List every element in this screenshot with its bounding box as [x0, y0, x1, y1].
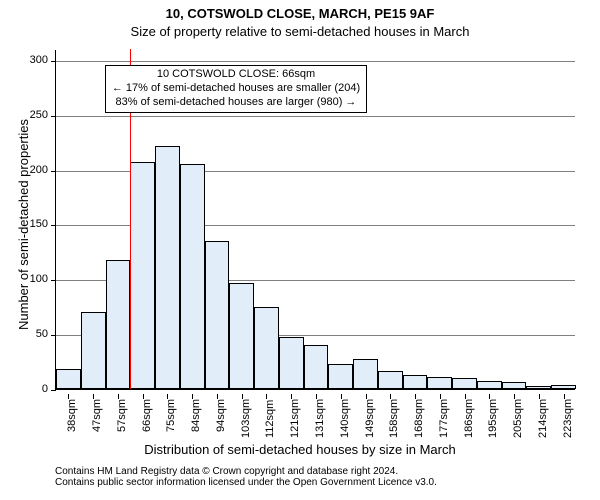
gridline — [56, 61, 575, 62]
histogram-bar — [328, 364, 353, 389]
chart-title: 10, COTSWOLD CLOSE, MARCH, PE15 9AF — [0, 6, 600, 21]
y-tick-label: 300 — [30, 54, 48, 66]
x-tick-label: 140sqm — [339, 399, 351, 438]
x-tick-label: 57sqm — [116, 399, 128, 432]
histogram-bar — [81, 312, 106, 389]
info-box-line: 10 COTSWOLD CLOSE: 66sqm — [112, 68, 360, 82]
histogram-bar — [353, 359, 378, 389]
footer-line-1: Contains HM Land Registry data © Crown c… — [55, 466, 437, 477]
x-tick-label: 38sqm — [66, 399, 78, 432]
plot-area: 05010015020025030038sqm47sqm57sqm66sqm75… — [55, 50, 575, 390]
property-info-box: 10 COTSWOLD CLOSE: 66sqm← 17% of semi-de… — [105, 65, 367, 112]
x-tick-label: 195sqm — [487, 399, 499, 438]
x-tick-label: 131sqm — [314, 399, 326, 438]
y-tick: 50 — [51, 335, 56, 336]
histogram-bar — [254, 307, 279, 389]
x-tick-label: 168sqm — [413, 399, 425, 438]
x-tick-label: 75sqm — [165, 399, 177, 432]
x-tick-label: 94sqm — [215, 399, 227, 432]
histogram-bar — [477, 381, 502, 389]
histogram-bar — [502, 382, 527, 389]
histogram-bar — [180, 164, 205, 389]
histogram-bar — [526, 386, 551, 389]
x-tick-label: 47sqm — [91, 399, 103, 432]
histogram-bar — [106, 260, 131, 389]
y-tick-label: 100 — [30, 273, 48, 285]
y-tick-label: 50 — [36, 328, 48, 340]
histogram-bar — [56, 369, 81, 389]
histogram-bar — [551, 385, 576, 389]
chart-container: 10, COTSWOLD CLOSE, MARCH, PE15 9AF Size… — [0, 0, 600, 500]
x-tick-label: 214sqm — [537, 399, 549, 438]
x-tick-label: 112sqm — [264, 400, 276, 438]
x-tick-label: 177sqm — [438, 399, 450, 438]
y-tick: 150 — [51, 225, 56, 226]
histogram-bar — [304, 345, 329, 389]
histogram-bar — [378, 371, 403, 389]
x-tick-label: 103sqm — [240, 399, 252, 438]
y-tick-label: 200 — [30, 164, 48, 176]
x-tick-label: 66sqm — [141, 399, 153, 432]
info-box-line: ← 17% of semi-detached houses are smalle… — [112, 82, 360, 96]
histogram-bar — [452, 378, 477, 389]
y-tick-label: 250 — [30, 109, 48, 121]
footer-text: Contains HM Land Registry data © Crown c… — [55, 466, 437, 488]
chart-subtitle: Size of property relative to semi-detach… — [0, 24, 600, 39]
x-tick-label: 121sqm — [289, 399, 301, 438]
y-tick-label: 150 — [30, 218, 48, 230]
footer-line-2: Contains public sector information licen… — [55, 477, 437, 488]
info-box-line: 83% of semi-detached houses are larger (… — [112, 96, 360, 110]
gridline — [56, 116, 575, 117]
histogram-bar — [279, 337, 304, 389]
x-axis-label: Distribution of semi-detached houses by … — [0, 442, 600, 457]
histogram-bar — [427, 377, 452, 389]
y-tick: 0 — [51, 390, 56, 391]
histogram-bar — [229, 283, 254, 389]
histogram-bar — [155, 146, 180, 389]
histogram-bar — [130, 162, 155, 389]
x-tick-label: 205sqm — [512, 399, 524, 438]
x-tick-label: 84sqm — [190, 399, 202, 432]
y-tick-label: 0 — [42, 383, 48, 395]
histogram-bar — [403, 375, 428, 389]
x-tick-label: 186sqm — [463, 399, 475, 438]
y-tick: 250 — [51, 116, 56, 117]
x-tick-label: 158sqm — [388, 399, 400, 438]
y-tick: 100 — [51, 280, 56, 281]
x-tick-label: 223sqm — [562, 399, 574, 438]
y-tick: 200 — [51, 171, 56, 172]
y-tick: 300 — [51, 61, 56, 62]
histogram-bar — [205, 241, 230, 389]
x-tick-label: 149sqm — [364, 399, 376, 438]
